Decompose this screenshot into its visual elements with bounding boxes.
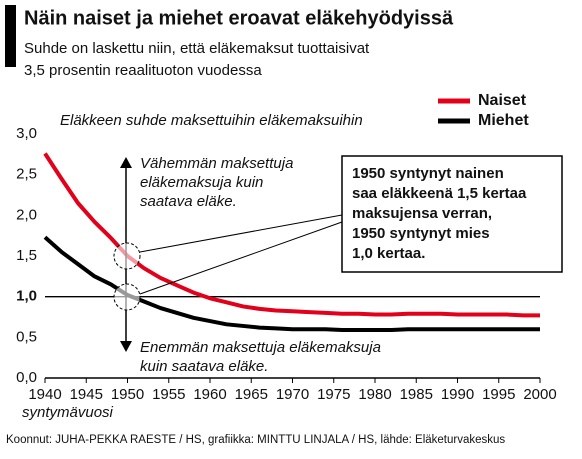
annotation-box-text: saa eläkkeenä 1,5 kertaa — [352, 185, 527, 202]
annotation-box-text: 1950 syntynyt nainen — [352, 165, 504, 182]
x-tick-label: 1990 — [441, 386, 474, 403]
x-tick-label: 1955 — [152, 386, 185, 403]
y-tick-label: 1,0 — [16, 288, 37, 305]
title-bar — [5, 5, 16, 67]
y-tick-label: 2,0 — [16, 206, 37, 223]
highlight-circle — [113, 283, 141, 311]
x-axis-label: syntymävuosi — [22, 404, 114, 421]
x-tick-label: 1945 — [70, 386, 103, 403]
subtitle: Suhde on laskettu niin, että eläkemaksut… — [24, 40, 370, 57]
annotation-box — [341, 155, 563, 273]
x-tick-label: 1965 — [235, 386, 268, 403]
x-tick-label: 1940 — [28, 386, 61, 403]
annotation: Vähemmän maksettuja — [140, 155, 293, 172]
x-tick-label: 1985 — [400, 386, 433, 403]
annotation-box-text: maksujensa verran, — [352, 205, 492, 222]
y-axis-label: Eläkkeen suhde maksettuihin eläkemaksuih… — [60, 112, 363, 129]
x-tick-label: 1995 — [482, 386, 515, 403]
subtitle: 3,5 prosentin reaalituoton vuodessa — [24, 62, 262, 79]
legend-label: Miehet — [478, 112, 529, 129]
y-tick-label: 3,0 — [16, 125, 37, 142]
y-tick-label: 0,0 — [16, 369, 37, 386]
x-tick-label: 1960 — [193, 386, 226, 403]
highlight-circle — [113, 242, 141, 270]
y-tick-label: 1,5 — [16, 247, 37, 264]
x-tick-label: 1975 — [317, 386, 350, 403]
y-tick-label: 2,5 — [16, 166, 37, 183]
source: Koonnut: JUHA-PEKKA RAESTE / HS, grafiik… — [6, 434, 505, 446]
annotation-box-text: 1,0 kertaa. — [352, 245, 425, 262]
y-tick-label: 0,5 — [16, 328, 37, 345]
leader-line — [139, 214, 343, 253]
x-tick-label: 2000 — [523, 386, 556, 403]
annotation: kuin saatava eläke. — [140, 358, 268, 375]
x-tick-label: 1980 — [358, 386, 391, 403]
annotation: Enemmän maksettuja eläkemaksuja — [140, 339, 381, 356]
annotation-box-text: 1950 syntynyt mies — [352, 225, 490, 242]
chart-title: Näin naiset ja miehet eroavat eläkehyödy… — [24, 7, 454, 29]
legend-label: Naiset — [478, 92, 527, 109]
annotation: eläkemaksuja kuin — [140, 174, 263, 191]
leader-line — [139, 221, 343, 295]
x-tick-label: 1950 — [111, 386, 144, 403]
x-tick-label: 1970 — [276, 386, 309, 403]
annotation: saatava eläke. — [140, 193, 237, 210]
